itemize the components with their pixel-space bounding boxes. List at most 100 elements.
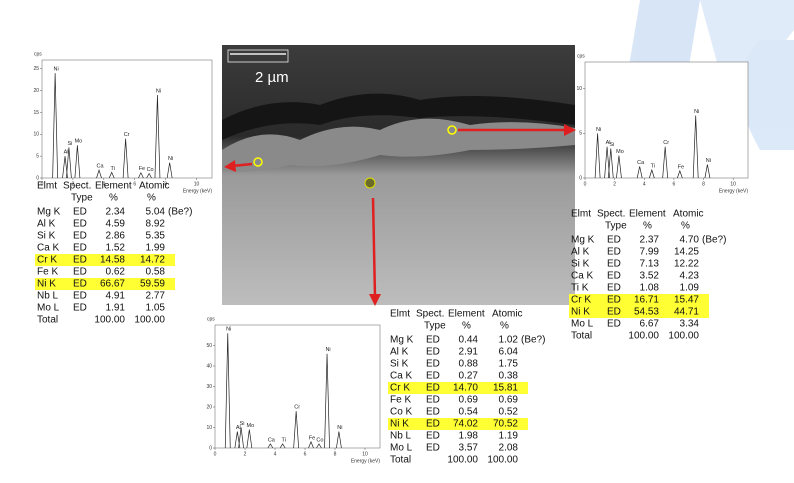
table-cell: Al K: [571, 247, 590, 258]
x-axis-label: Energy (keV): [183, 188, 213, 194]
table-cell: Ca K: [37, 243, 60, 254]
table-cell: 1.99: [146, 243, 166, 254]
table-header: Type: [71, 193, 93, 204]
x-tick-label: 4: [643, 181, 646, 187]
table-cell: 0.62: [106, 267, 126, 278]
table-cell: 0.88: [459, 359, 479, 370]
row-highlight: [569, 294, 709, 306]
table-cell: ED: [73, 255, 87, 266]
peak-label: Mo: [75, 139, 83, 145]
peak-label: Fe: [678, 164, 684, 170]
peak-label: Ca: [97, 164, 105, 170]
table-cell: ED: [73, 231, 87, 242]
peak: [692, 115, 699, 179]
table-cell: 44.71: [674, 307, 699, 318]
peak-label: Ni: [325, 347, 330, 353]
peak-label: Ca: [637, 160, 645, 166]
table-cell: ED: [607, 283, 621, 294]
table-cell: 100.00: [134, 315, 165, 326]
y-tick-label: 30: [206, 384, 212, 390]
table-cell: 15.47: [674, 295, 699, 306]
table-header: Spect.: [63, 181, 91, 192]
table-cell: ED: [426, 347, 440, 358]
peak-label: Co: [316, 437, 323, 443]
peak-label: Ni: [156, 88, 161, 94]
table-cell: Ca K: [390, 371, 413, 382]
table-cell: 2.91: [459, 347, 479, 358]
peak: [122, 138, 129, 179]
x-axis-label: Energy (keV): [351, 458, 381, 464]
y-axis-label: cps: [577, 53, 585, 59]
table-cell: 3.34: [680, 319, 700, 330]
y-tick-label: 15: [33, 110, 39, 116]
table-cell: ED: [73, 303, 87, 314]
table-cell: Fe K: [37, 267, 58, 278]
sem-image: 2 µm: [222, 45, 575, 305]
row-highlight: [388, 382, 528, 394]
peak-label: Co: [147, 167, 154, 173]
x-tick-label: 4: [274, 451, 277, 457]
table-cell: ED: [73, 207, 87, 218]
table-header: %: [462, 321, 471, 332]
table-cell: 5.35: [146, 231, 166, 242]
table-cell: 6.67: [640, 319, 660, 330]
table-note: (Be?): [702, 235, 726, 246]
table-cell: 100.00: [628, 331, 659, 342]
table-cell: 1.02: [499, 335, 519, 346]
table-cell: 0.54: [459, 407, 479, 418]
peak-label: Si: [67, 141, 72, 147]
table-header: Element: [448, 309, 485, 320]
table-cell: 1.91: [106, 303, 126, 314]
peak: [308, 440, 314, 449]
table-cell: Total: [37, 315, 58, 326]
table-cell: 0.69: [459, 395, 479, 406]
table-cell: 5.04: [146, 207, 166, 218]
table-cell: 14.25: [674, 247, 699, 258]
table-cell: 1.52: [106, 243, 126, 254]
peak-label: Si: [240, 421, 245, 427]
table-header: %: [681, 221, 690, 232]
peak: [74, 145, 81, 179]
peak: [293, 411, 299, 449]
peak: [154, 94, 161, 179]
peak: [246, 429, 253, 449]
table-cell: ED: [607, 295, 621, 306]
table-header: Spect.: [597, 209, 625, 220]
table-cell: ED: [73, 279, 87, 290]
table-cell: Al K: [37, 219, 56, 230]
table-cell: ED: [426, 371, 440, 382]
table-cell: 0.69: [499, 395, 519, 406]
peak-label: Ni: [226, 327, 231, 333]
x-tick-label: 6: [304, 451, 307, 457]
table-cell: ED: [73, 291, 87, 302]
table-cell: 70.52: [493, 419, 518, 430]
peak-label: Al: [236, 425, 241, 431]
table-cell: 14.58: [100, 255, 125, 266]
x-tick-label: 0: [214, 451, 217, 457]
peak: [166, 162, 173, 179]
table-cell: 4.70: [680, 235, 700, 246]
table-cell: 100.00: [447, 455, 478, 466]
table-cell: ED: [73, 219, 87, 230]
plot-frame: [584, 61, 749, 179]
y-tick-label: 5: [36, 153, 39, 159]
table-header: Elmt: [37, 181, 57, 192]
x-tick-label: 2: [244, 451, 247, 457]
table-cell: ED: [426, 419, 440, 430]
table-header: Element: [629, 209, 666, 220]
row-highlight: [35, 278, 175, 290]
peak-label: Ti: [651, 163, 655, 169]
table-cell: Nb L: [390, 431, 412, 442]
x-tick-label: 4: [102, 181, 105, 187]
table-cell: Si K: [390, 359, 409, 370]
peak: [279, 443, 286, 449]
table-header: Elmt: [390, 309, 410, 320]
peak: [604, 146, 610, 179]
table-cell: 2.37: [640, 235, 660, 246]
peak-label: Ni: [694, 109, 699, 115]
table-cell: Mg K: [571, 235, 595, 246]
table-cell: Cr K: [390, 383, 410, 394]
peak-label: Cr: [294, 405, 300, 411]
table-cell: Si K: [571, 259, 590, 270]
y-tick-label: 0: [36, 175, 39, 181]
